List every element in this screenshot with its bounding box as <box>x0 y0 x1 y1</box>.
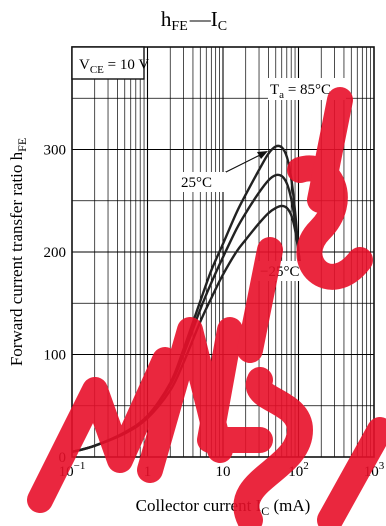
y-tick-labels: 0 100 200 300 <box>44 143 67 467</box>
x-axis-label-sub: C <box>261 504 269 518</box>
condition-box: VCE = 10 V <box>71 46 149 80</box>
chart-title: hFE—IC <box>161 7 227 34</box>
series-85-label-sub: a <box>279 89 284 101</box>
series-minus25-label: −25°C <box>260 264 299 280</box>
y-axis-label-sub: FE <box>15 138 29 152</box>
series-label-minus25: −25°C <box>258 261 310 281</box>
title-second-sub: C <box>218 19 227 34</box>
x-tick-label-4: 103 <box>364 460 385 480</box>
series-label-85: Ta = 85°C <box>268 78 346 101</box>
condition-main: V <box>79 57 90 73</box>
x-tick-labels: 10−1 1 10 102 103 <box>59 460 385 480</box>
title-dash: — <box>189 7 212 31</box>
title-main: h <box>161 7 172 31</box>
x-axis-label-text: Collector current I <box>136 496 262 515</box>
svg-text:25°C: 25°C <box>181 175 212 191</box>
title-main-sub: FE <box>171 19 187 34</box>
series-85-label-pre: T <box>270 82 279 98</box>
condition-rest: = 10 V <box>104 57 149 73</box>
x-tick-label-1: 1 <box>144 464 152 480</box>
series-line-2 <box>71 204 303 454</box>
x-tick-label-2: 10 <box>216 464 231 480</box>
y-tick-label-2: 200 <box>44 245 67 261</box>
series-85-label-rest: = 85°C <box>284 82 331 98</box>
series-label-25: 25°C <box>180 151 268 192</box>
y-tick-label-0: 0 <box>59 450 67 466</box>
series-line-1 <box>71 173 303 454</box>
y-axis-label: Forward current transfer ratio hFE <box>7 138 29 366</box>
x-axis-label-unit: (mA) <box>269 496 310 515</box>
x-axis-label: Collector current IC (mA) <box>136 496 311 518</box>
grid-lines <box>72 47 374 457</box>
title-second: I <box>211 7 218 31</box>
y-tick-label-3: 300 <box>44 143 67 159</box>
x-tick-label-3: 102 <box>288 460 309 480</box>
y-axis-label-text: Forward current transfer ratio h <box>7 151 26 366</box>
svg-text:−25°C: −25°C <box>260 264 299 280</box>
condition-sub: CE <box>90 64 104 76</box>
condition-label: VCE = 10 V <box>79 57 149 76</box>
y-tick-label-1: 100 <box>44 348 67 364</box>
series-25-label: 25°C <box>181 175 212 191</box>
